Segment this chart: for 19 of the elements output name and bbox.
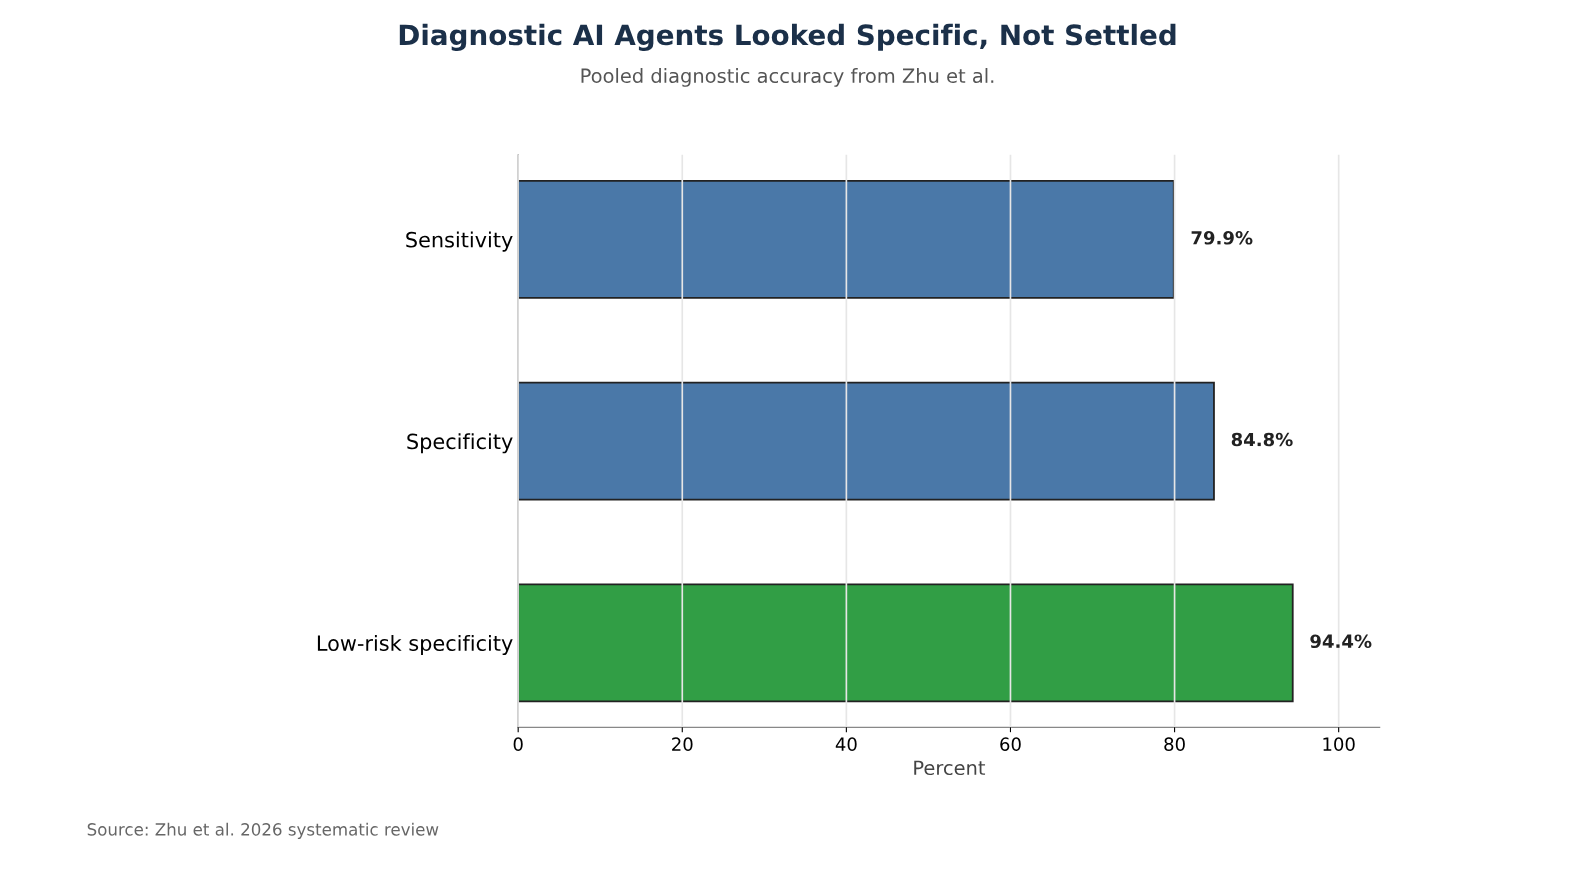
- data-label: 94.4%: [1310, 634, 1372, 649]
- y-tick-label: Specificity: [407, 433, 513, 454]
- y-tick-label: Low-risk specificity: [317, 634, 513, 656]
- data-label: 84.8%: [1231, 432, 1293, 447]
- data-label: 79.9%: [1191, 230, 1253, 245]
- chart-title: Diagnostic AI Agents Looked Specific, Not Settled: [399, 23, 1176, 51]
- source-note: Source: Zhu et al. 2026 systematic review: [87, 822, 439, 839]
- x-tick-label: 0: [513, 737, 523, 752]
- y-tick-label: Sensitivity: [406, 231, 513, 252]
- bar: [518, 179, 1175, 299]
- bar: [518, 381, 1215, 501]
- x-tick-label: 40: [835, 737, 857, 752]
- bar: [518, 583, 1294, 703]
- x-axis-title: Percent: [914, 760, 986, 776]
- x-tick-label: 60: [1000, 737, 1021, 752]
- x-tick-label: 20: [672, 737, 693, 752]
- chart-subtitle: Pooled diagnostic accuracy from Zhu et al.: [581, 68, 994, 87]
- x-tick-label: 100: [1323, 737, 1355, 752]
- x-tick-label: 80: [1164, 737, 1185, 752]
